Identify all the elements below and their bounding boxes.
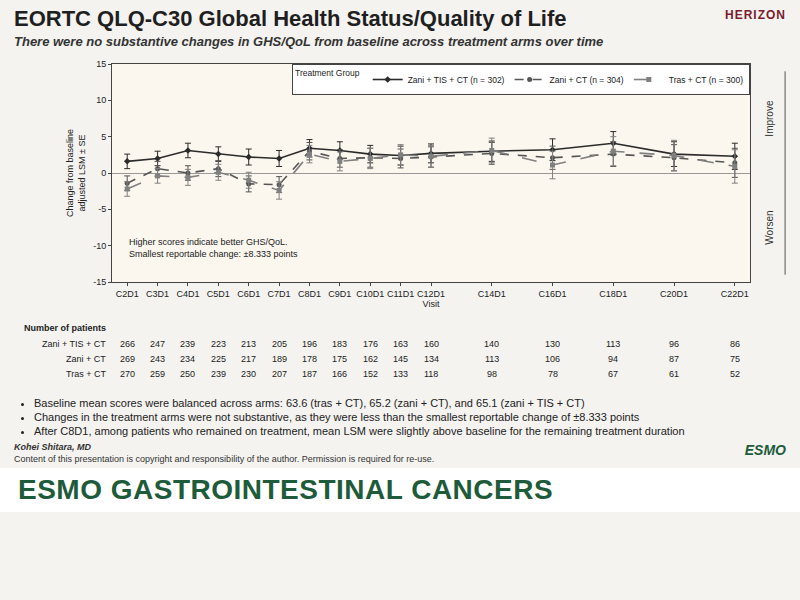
svg-text:234: 234 — [180, 354, 195, 364]
svg-text:130: 130 — [545, 339, 560, 349]
html-text:Kohei Shitara, MD: Kohei Shitara, MD — [14, 442, 91, 452]
svg-text:205: 205 — [272, 339, 287, 349]
svg-text:98: 98 — [487, 369, 497, 379]
svg-text:C9D1: C9D1 — [328, 289, 351, 299]
svg-text:5: 5 — [101, 132, 106, 142]
svg-text:217: 217 — [241, 354, 256, 364]
svg-text:Worsen: Worsen — [764, 210, 775, 244]
svg-text:113: 113 — [606, 339, 620, 349]
svg-text:96: 96 — [669, 339, 679, 349]
svg-text:C6D1: C6D1 — [237, 289, 260, 299]
svg-text:Higher scores indicate better: Higher scores indicate better GHS/QoL.Sm… — [129, 237, 298, 259]
svg-text:C2D1: C2D1 — [116, 289, 139, 299]
svg-text:C16D1: C16D1 — [539, 289, 567, 299]
svg-text:Improve: Improve — [764, 100, 775, 137]
svg-text:86: 86 — [730, 339, 740, 349]
svg-text:52: 52 — [730, 369, 740, 379]
svg-text:C18D1: C18D1 — [599, 289, 627, 299]
svg-text:118: 118 — [424, 369, 438, 379]
svg-text:Visit: Visit — [423, 299, 440, 309]
svg-text:94: 94 — [608, 354, 618, 364]
svg-text:C10D1: C10D1 — [356, 289, 384, 299]
svg-text:106: 106 — [545, 354, 560, 364]
html-text:ESMO: ESMO — [744, 442, 786, 458]
html-text:After C8D1, among patients who: After C8D1, among patients who remained … — [34, 425, 685, 437]
svg-text:-5: -5 — [98, 204, 106, 214]
svg-text:15: 15 — [96, 59, 106, 69]
html-text:ESMO GASTROINTESTINAL CANCERS: ESMO GASTROINTESTINAL CANCERS — [18, 474, 554, 505]
svg-text:67: 67 — [608, 369, 618, 379]
html-text:Changes in the treatment arms: Changes in the treatment arms were not s… — [34, 411, 640, 423]
svg-text:223: 223 — [211, 339, 226, 349]
svg-text:134: 134 — [424, 354, 439, 364]
html-text:EORTC QLQ-C30 Global Health St: EORTC QLQ-C30 Global Health Status/Quali… — [14, 6, 567, 31]
svg-text:C11D1: C11D1 — [387, 289, 414, 299]
svg-text:189: 189 — [272, 354, 287, 364]
html-text:There were no substantive chan: There were no substantive changes in GHS… — [14, 34, 604, 49]
svg-text:78: 78 — [548, 369, 558, 379]
svg-text:160: 160 — [424, 339, 439, 349]
svg-text:187: 187 — [302, 369, 317, 379]
svg-text:225: 225 — [211, 354, 226, 364]
svg-text:Change from baselineadjusted L: Change from baselineadjusted LSM ± SE — [65, 129, 87, 217]
svg-text:239: 239 — [211, 369, 226, 379]
svg-text:C3D1: C3D1 — [146, 289, 169, 299]
svg-text:Tras + CT (n = 300): Tras + CT (n = 300) — [669, 75, 743, 85]
svg-text:266: 266 — [120, 339, 135, 349]
svg-text:Number of patients: Number of patients — [24, 323, 106, 333]
html-text:HERIZON: HERIZON — [725, 8, 786, 22]
svg-text:Zani + TIS + CT: Zani + TIS + CT — [42, 339, 106, 349]
svg-text:C14D1: C14D1 — [478, 289, 506, 299]
svg-text:Zani + TIS + CT (n = 302): Zani + TIS + CT (n = 302) — [408, 75, 505, 85]
svg-text:C5D1: C5D1 — [207, 289, 230, 299]
svg-text:C22D1: C22D1 — [721, 289, 749, 299]
svg-text:C4D1: C4D1 — [176, 289, 199, 299]
svg-text:250: 250 — [180, 369, 195, 379]
svg-text:C8D1: C8D1 — [298, 289, 321, 299]
svg-text:Treatment Group: Treatment Group — [295, 68, 360, 78]
svg-text:178: 178 — [302, 354, 317, 364]
svg-text:269: 269 — [120, 354, 135, 364]
svg-text:61: 61 — [669, 369, 679, 379]
html-text:Baseline mean scores were bala: Baseline mean scores were balanced acros… — [34, 397, 585, 409]
svg-text:Tras + CT: Tras + CT — [66, 369, 106, 379]
svg-text:162: 162 — [363, 354, 378, 364]
svg-text:-10: -10 — [93, 241, 106, 251]
svg-text:247: 247 — [150, 339, 165, 349]
svg-text:C12D1: C12D1 — [417, 289, 445, 299]
svg-text:166: 166 — [332, 369, 347, 379]
svg-text:C20D1: C20D1 — [660, 289, 688, 299]
svg-text:183: 183 — [332, 339, 347, 349]
svg-text:-15: -15 — [93, 277, 106, 287]
svg-text:213: 213 — [241, 339, 256, 349]
svg-text:239: 239 — [180, 339, 195, 349]
svg-text:87: 87 — [669, 354, 679, 364]
svg-text:176: 176 — [363, 339, 378, 349]
svg-text:230: 230 — [241, 369, 256, 379]
html-text:Content of this presentation i: Content of this presentation is copyrigh… — [14, 454, 435, 464]
svg-text:10: 10 — [96, 95, 106, 105]
svg-text:113: 113 — [485, 354, 499, 364]
svg-text:133: 133 — [393, 369, 408, 379]
svg-text:140: 140 — [484, 339, 499, 349]
svg-text:259: 259 — [150, 369, 165, 379]
svg-text:196: 196 — [302, 339, 317, 349]
svg-text:145: 145 — [393, 354, 408, 364]
svg-text:75: 75 — [730, 354, 740, 364]
svg-text:0: 0 — [101, 168, 106, 178]
svg-text:152: 152 — [363, 369, 378, 379]
svg-text:Zani + CT: Zani + CT — [66, 354, 106, 364]
svg-text:270: 270 — [120, 369, 135, 379]
svg-text:163: 163 — [393, 339, 408, 349]
svg-text:C7D1: C7D1 — [268, 289, 291, 299]
svg-text:243: 243 — [150, 354, 165, 364]
svg-text:175: 175 — [332, 354, 347, 364]
svg-text:Zani + CT (n = 304): Zani + CT (n = 304) — [550, 75, 624, 85]
svg-text:207: 207 — [272, 369, 287, 379]
